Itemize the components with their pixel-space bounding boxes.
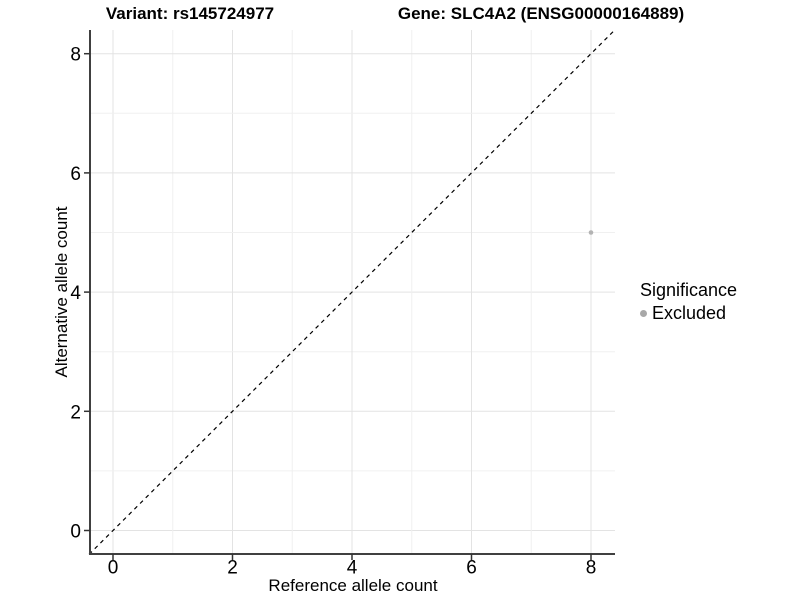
y-tick-label: 2	[70, 402, 81, 423]
y-tick-label: 6	[70, 164, 81, 185]
legend-point-icon	[640, 309, 647, 317]
legend-item-label: Excluded	[652, 303, 727, 323]
identity-reference-line	[88, 29, 616, 555]
gene-title: Gene: SLC4A2 (ENSG00000164889)	[397, 4, 685, 23]
legend-item-excluded: Excluded	[640, 304, 737, 322]
x-tick-label: 0	[108, 558, 119, 579]
x-tick-label: 4	[347, 558, 358, 579]
x-tick-label: 8	[586, 558, 597, 579]
y-axis-title: Alternative allele count	[52, 206, 71, 378]
x-axis-title: Reference allele count	[268, 576, 438, 595]
x-tick-label: 2	[227, 558, 238, 579]
data-point	[588, 230, 594, 235]
x-tick-label: 6	[466, 558, 477, 579]
legend: Significance Excluded	[640, 281, 737, 322]
y-tick-label: 4	[70, 283, 81, 304]
y-tick-label: 0	[70, 522, 81, 543]
legend-title: Significance	[640, 280, 738, 300]
y-tick-label: 8	[70, 45, 81, 66]
variant-title: Variant: rs145724977	[105, 4, 275, 23]
